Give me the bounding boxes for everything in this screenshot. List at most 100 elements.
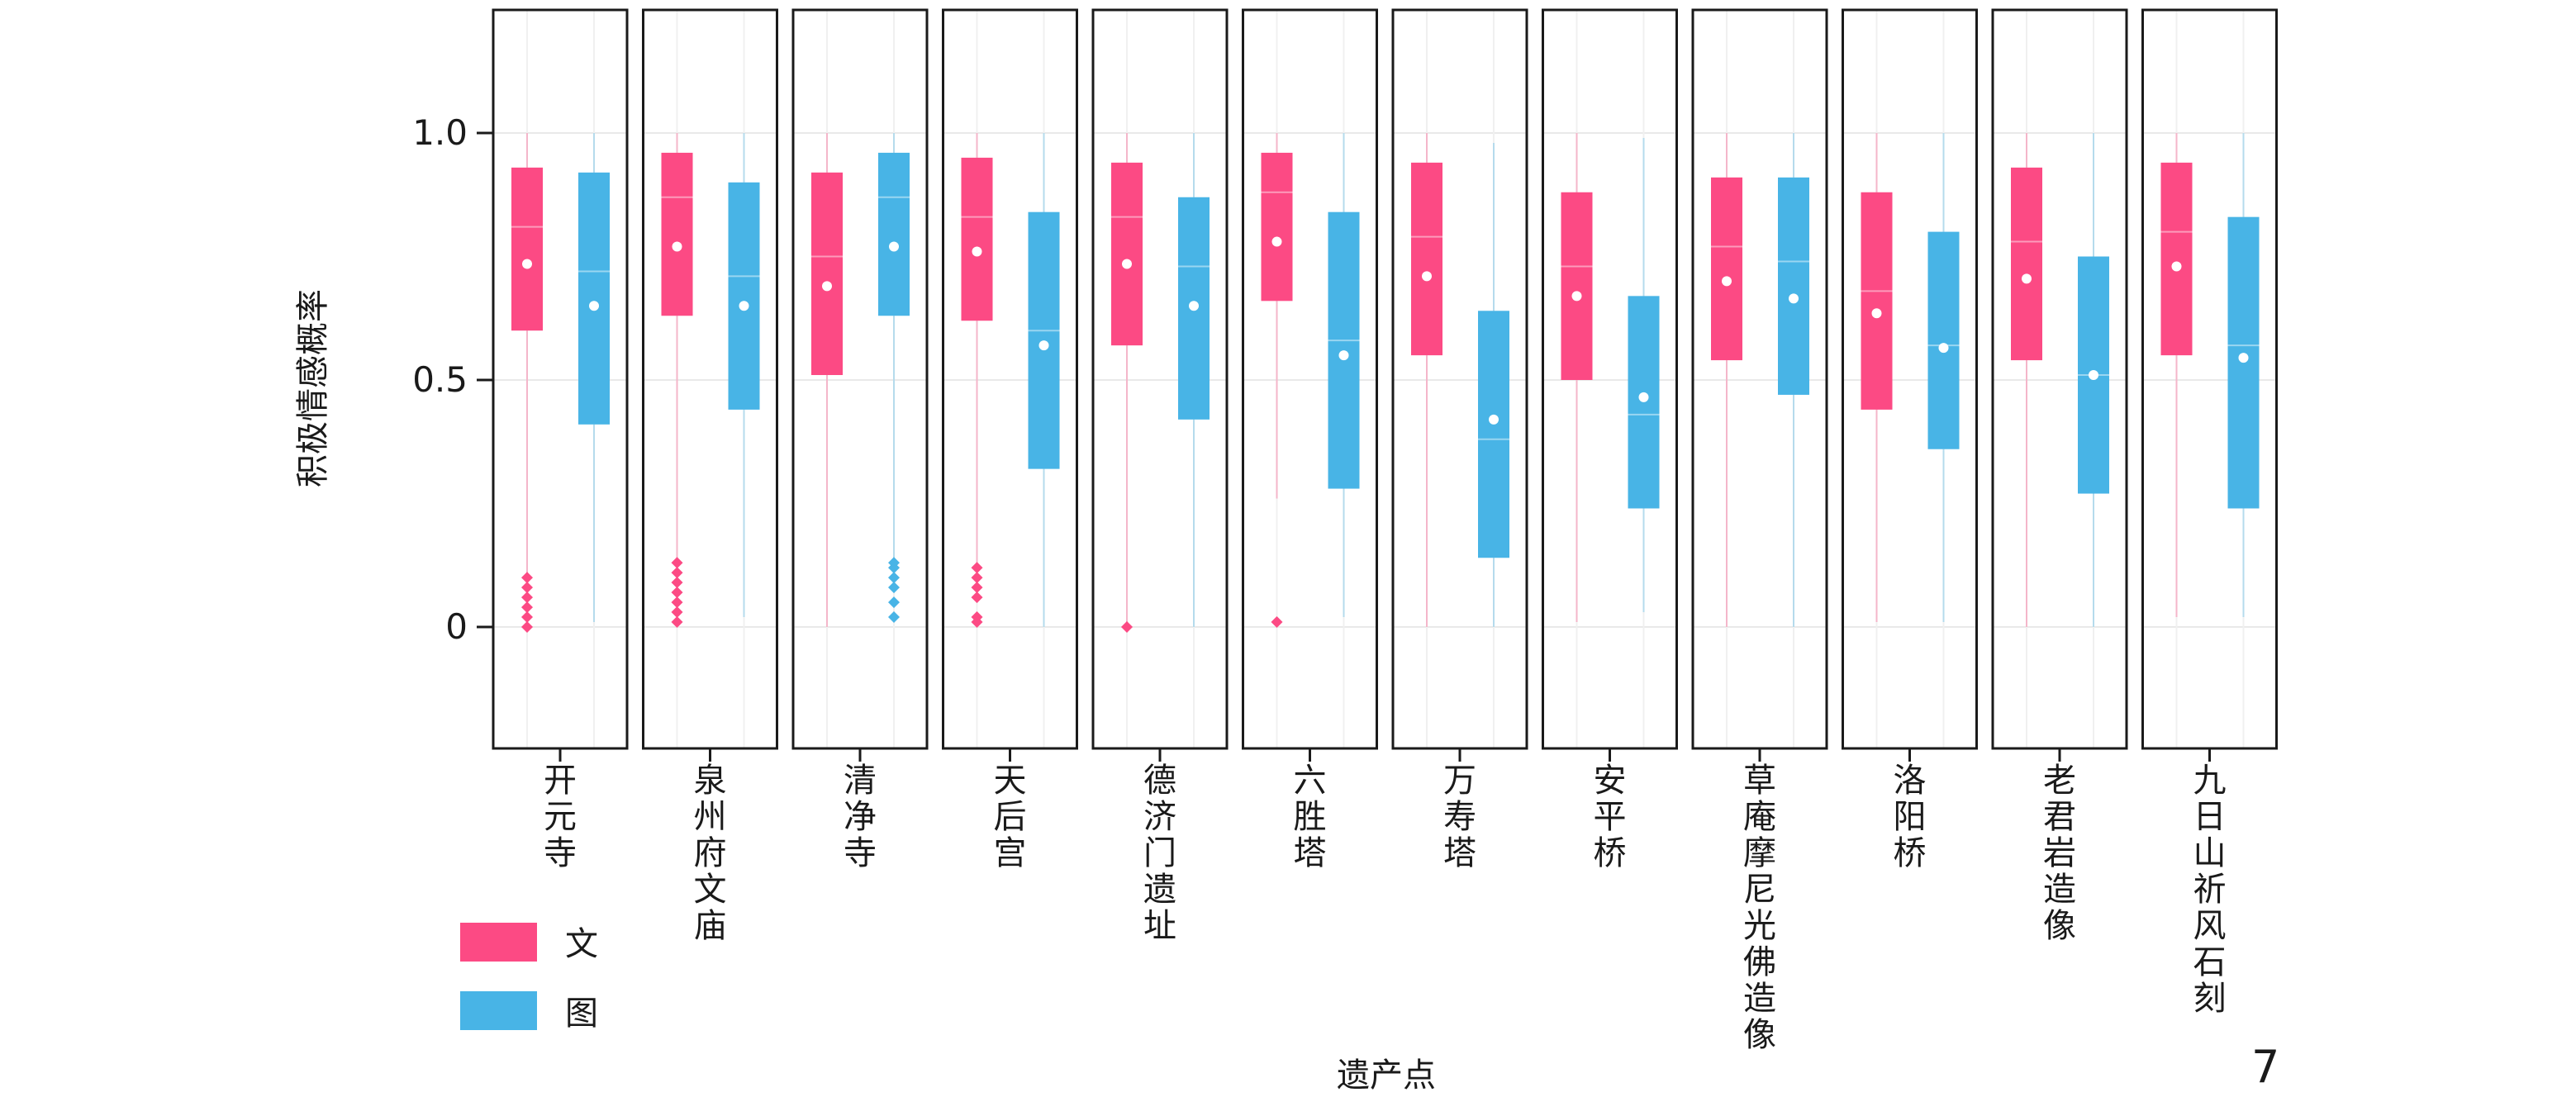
y-tick-label: 0.5	[412, 359, 468, 400]
box-iqr	[578, 172, 610, 425]
outlier-point	[521, 601, 533, 614]
page-number: 7	[2251, 1041, 2279, 1093]
mean-point	[1571, 291, 1582, 302]
box-iqr	[728, 182, 760, 410]
facet-panel	[1391, 8, 1528, 750]
mean-point	[739, 301, 749, 311]
mean-point	[2171, 261, 2182, 272]
category-labels: 开元寺 泉州府文庙 清净寺 天后宫 德济门遗址 六胜塔 万寿塔 安平桥 草庵摩尼光佛造像 洛阳桥 老…	[544, 748, 2227, 1054]
category-label: 德济门遗址	[1143, 762, 1176, 945]
facet-panel	[492, 8, 629, 750]
legend-label-wen: 文	[565, 925, 598, 963]
box-tu	[728, 133, 760, 618]
box-iqr	[1927, 231, 1960, 449]
y-tick-label: 1.0	[412, 112, 468, 153]
box-iqr	[511, 167, 543, 331]
box-wen	[2160, 133, 2193, 618]
legend-label-tu: 图	[565, 995, 598, 1033]
box-iqr	[1411, 162, 1442, 356]
outlier-point	[1121, 621, 1133, 633]
mean-point	[1638, 392, 1649, 402]
outlier-point	[671, 557, 683, 569]
category-label: 清净寺	[844, 762, 877, 872]
box-tu	[578, 133, 610, 623]
mean-point	[1338, 350, 1349, 361]
box-wen	[1261, 133, 1293, 629]
box-wen	[661, 133, 693, 629]
mean-point	[2238, 353, 2249, 363]
box-wen	[1111, 133, 1143, 633]
legend: 文 图	[460, 923, 598, 1033]
category-label: 天后宫	[994, 762, 1027, 872]
x-axis-title: 遗产点	[1337, 1057, 1436, 1095]
outlier-point	[521, 582, 533, 594]
outlier-point	[671, 577, 683, 589]
legend-swatch-wen	[460, 923, 537, 962]
category-label: 老君岩造像	[2043, 762, 2076, 945]
mean-point	[1189, 301, 1199, 311]
mean-point	[1271, 236, 1282, 247]
outlier-point	[888, 582, 900, 594]
outlier-point	[888, 596, 900, 609]
outlier-point	[888, 572, 900, 584]
box-wen	[2011, 133, 2042, 627]
box-wen	[961, 133, 993, 629]
category-label: 万寿塔	[1443, 762, 1476, 872]
facet-panel	[791, 8, 929, 750]
y-axis: 0 0.5 1.0	[412, 112, 495, 647]
box-wen	[511, 133, 543, 633]
outlier-point	[1271, 616, 1283, 629]
outlier-point	[971, 582, 983, 594]
box-iqr	[1778, 177, 1809, 395]
box-iqr	[811, 172, 843, 376]
outlier-point	[671, 586, 683, 599]
grid-layer	[493, 10, 2277, 748]
outlier-point	[888, 557, 900, 569]
box-tu	[1778, 133, 1809, 627]
box-tu	[878, 133, 910, 624]
box-tu	[1028, 133, 1060, 627]
mean-point	[672, 241, 682, 252]
box-wen	[1711, 133, 1742, 627]
facet-panel	[1542, 8, 1678, 750]
outlier-point	[888, 611, 900, 624]
box-tu	[1328, 133, 1360, 618]
outlier-point	[971, 572, 983, 584]
mean-point	[1422, 271, 1432, 282]
y-tick-label: 0	[445, 606, 468, 647]
mean-point	[972, 246, 982, 257]
box-iqr	[1861, 192, 1893, 410]
legend-swatch-tu	[460, 991, 537, 1030]
box-tu	[2078, 133, 2109, 627]
facet-panel	[642, 8, 778, 750]
mean-point	[889, 241, 899, 252]
outlier-point	[971, 591, 983, 604]
box-wen	[811, 133, 843, 627]
box-tu	[2227, 133, 2260, 618]
box-wen	[1411, 133, 1442, 627]
category-label: 安平桥	[1594, 762, 1627, 872]
box-iqr	[1111, 162, 1143, 346]
mean-point	[1938, 343, 1949, 354]
box-iqr	[1478, 311, 1509, 558]
facet-panel	[1691, 8, 1828, 750]
box-iqr	[961, 157, 993, 321]
mean-point	[1789, 293, 1799, 304]
mean-point	[1122, 259, 1132, 269]
box-tu	[1178, 133, 1210, 627]
mean-point	[822, 281, 832, 292]
outlier-point	[521, 591, 533, 604]
outlier-point	[671, 606, 683, 619]
box-tu	[1927, 133, 1960, 623]
facet-panel	[1991, 8, 2128, 750]
box-iqr	[878, 152, 910, 316]
outlier-point	[521, 572, 533, 584]
box-tu	[1478, 142, 1509, 627]
outlier-point	[671, 596, 683, 609]
facet-panels	[492, 8, 2278, 750]
category-label: 泉州府文庙	[694, 762, 727, 945]
mean-point	[1038, 340, 1049, 351]
mean-point	[1722, 276, 1732, 287]
box-iqr	[1711, 177, 1742, 361]
